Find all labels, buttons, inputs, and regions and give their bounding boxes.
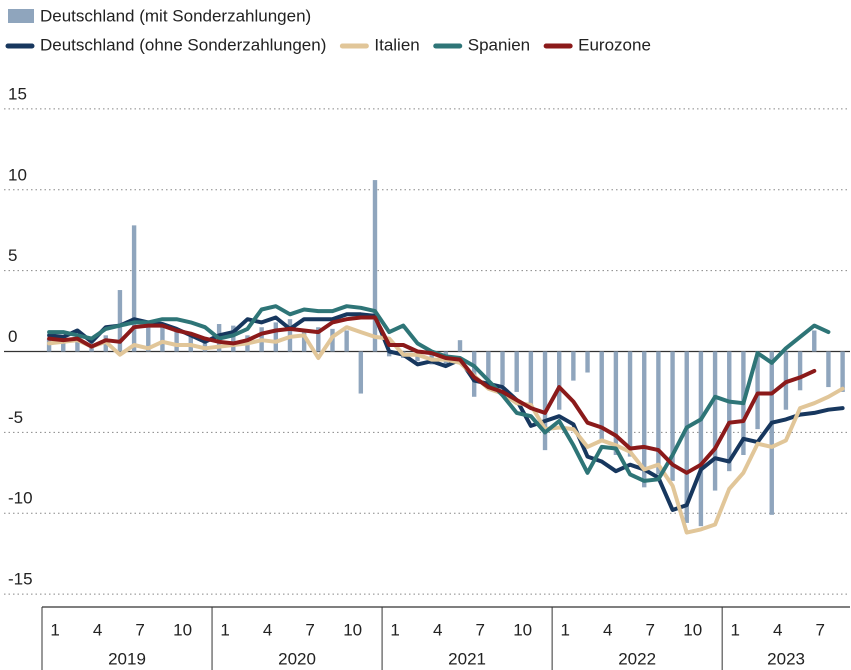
bar bbox=[642, 351, 647, 488]
x-tick-label: 1 bbox=[731, 620, 740, 639]
bar bbox=[146, 322, 151, 352]
year-label: 2019 bbox=[108, 649, 146, 668]
bar bbox=[372, 180, 378, 352]
bar bbox=[826, 351, 831, 388]
x-tick-label: 7 bbox=[475, 620, 484, 639]
x-tick-label: 7 bbox=[305, 620, 314, 639]
legend-label: Italien bbox=[374, 35, 419, 54]
legend-label: Deutschland (mit Sonderzahlungen) bbox=[40, 6, 311, 25]
x-tick-label: 1 bbox=[220, 620, 229, 639]
x-tick-label: 1 bbox=[50, 620, 59, 639]
year-label: 2020 bbox=[278, 649, 316, 668]
bar bbox=[316, 327, 321, 352]
bar bbox=[486, 351, 491, 384]
bar bbox=[571, 351, 576, 381]
bar bbox=[840, 351, 845, 392]
bar bbox=[344, 330, 349, 352]
bar bbox=[174, 330, 179, 352]
year-label: 2022 bbox=[618, 649, 656, 668]
bar bbox=[301, 332, 307, 352]
bar bbox=[358, 351, 364, 394]
bar bbox=[131, 225, 137, 352]
bar bbox=[755, 351, 760, 430]
bar bbox=[457, 340, 463, 352]
y-tick-label: 10 bbox=[8, 165, 27, 184]
bar bbox=[528, 351, 534, 409]
bar bbox=[273, 322, 279, 352]
year-label: 2021 bbox=[448, 649, 486, 668]
x-tick-label: 10 bbox=[173, 620, 192, 639]
bar bbox=[557, 351, 562, 410]
x-tick-label: 4 bbox=[93, 620, 102, 639]
bar bbox=[61, 341, 66, 352]
bar bbox=[500, 351, 505, 386]
x-tick-label: 10 bbox=[343, 620, 362, 639]
y-tick-label: 5 bbox=[8, 246, 17, 265]
bar bbox=[797, 351, 803, 391]
bar bbox=[585, 351, 590, 373]
bar bbox=[684, 351, 689, 523]
x-tick-label: 7 bbox=[135, 620, 144, 639]
bar bbox=[117, 290, 123, 352]
y-tick-label: 15 bbox=[8, 84, 27, 103]
x-tick-label: 4 bbox=[263, 620, 272, 639]
y-tick-label: -5 bbox=[8, 408, 23, 427]
line bbox=[47, 315, 817, 475]
bar bbox=[656, 351, 661, 475]
legend-swatch bbox=[8, 9, 34, 23]
bar bbox=[670, 351, 675, 481]
y-tick-label: -15 bbox=[8, 570, 33, 589]
legend-label: Spanien bbox=[468, 35, 530, 54]
bar bbox=[627, 351, 633, 457]
x-tick-label: 1 bbox=[390, 620, 399, 639]
x-tick-label: 10 bbox=[683, 620, 702, 639]
bar bbox=[599, 351, 604, 443]
bar bbox=[542, 351, 548, 451]
year-label: 2023 bbox=[767, 649, 805, 668]
bar bbox=[202, 336, 208, 352]
x-tick-label: 7 bbox=[816, 620, 825, 639]
bar bbox=[812, 330, 817, 352]
x-tick-label: 1 bbox=[560, 620, 569, 639]
bar bbox=[386, 351, 392, 357]
bar bbox=[160, 327, 165, 352]
x-tick-label: 10 bbox=[513, 620, 532, 639]
bar bbox=[712, 351, 718, 491]
bar bbox=[613, 351, 619, 455]
x-tick-label: 4 bbox=[603, 620, 612, 639]
legend-label: Eurozone bbox=[578, 35, 651, 54]
x-tick-label: 4 bbox=[433, 620, 442, 639]
bar bbox=[769, 351, 774, 515]
bar bbox=[75, 335, 80, 352]
bar bbox=[698, 351, 704, 527]
y-tick-label: -10 bbox=[8, 489, 33, 508]
bar bbox=[514, 351, 519, 392]
bar bbox=[231, 325, 236, 352]
legend-label: Deutschland (ohne Sonderzahlungen) bbox=[40, 35, 326, 54]
x-tick-label: 4 bbox=[773, 620, 782, 639]
x-tick-label: 7 bbox=[645, 620, 654, 639]
y-tick-label: 0 bbox=[8, 327, 17, 346]
bar bbox=[727, 351, 732, 472]
